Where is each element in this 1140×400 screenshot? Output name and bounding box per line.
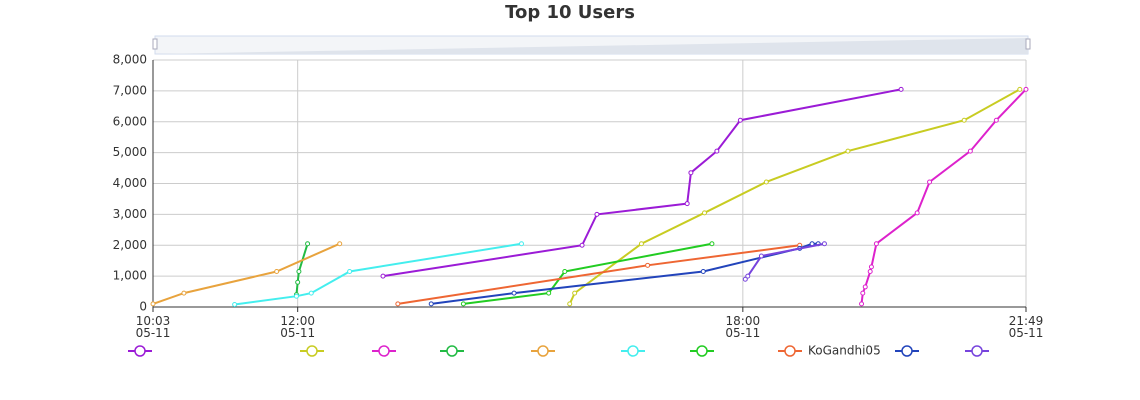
series-line [152,242,341,305]
data-point [898,86,904,92]
data-point [511,290,517,296]
data-point [274,268,280,274]
y-tick-label: 8,000 [113,53,147,67]
slider-handle[interactable] [1025,38,1031,50]
series-line [744,242,825,280]
data-point [562,268,568,274]
data-point [1017,86,1023,92]
data-point [645,262,651,268]
data-point [821,241,827,247]
data-point [700,268,706,274]
data-point [701,210,707,216]
data-point [428,301,434,307]
legend-item[interactable] [690,345,714,357]
legend-item[interactable] [300,345,324,357]
y-tick-label: 7,000 [113,83,147,97]
x-tick-label: 18:00 05-11 [725,314,760,340]
x-tick-label: 21:49 05-11 [1009,314,1044,340]
x-tick-label: 10:03 05-11 [136,314,171,340]
data-point [380,273,386,279]
series-line [295,243,309,295]
data-point [868,264,874,270]
data-point [914,210,920,216]
data-point [961,117,967,123]
legend-item[interactable] [621,345,645,357]
zoom-slider[interactable] [152,35,1031,55]
legend-swatch-marker [784,345,796,357]
data-point [684,201,690,207]
data-point [688,170,694,176]
slider-handle[interactable] [152,38,158,50]
data-point [859,301,865,307]
data-point [546,290,552,296]
legend-swatch-marker [627,345,639,357]
data-point [150,301,156,307]
y-tick-label: 1,000 [113,269,147,283]
legend-swatch-marker [901,345,913,357]
data-point [181,290,187,296]
data-point [763,179,769,185]
series-line [431,242,819,305]
slider-preview [155,38,1028,54]
legend-swatch-marker [696,345,708,357]
data-point [737,117,743,123]
data-point [347,268,353,274]
data-point [1023,86,1029,92]
data-point [714,148,720,154]
legend-swatch-marker [971,345,983,357]
data-point [579,242,585,248]
legend-swatch-marker [306,345,318,357]
y-tick-label: 2,000 [113,238,147,252]
legend-item[interactable] [895,345,919,357]
data-point [293,293,299,299]
data-point [232,302,238,308]
y-tick-label: 3,000 [113,207,147,221]
data-point [867,268,873,274]
data-point [758,253,764,259]
data-point [845,148,851,154]
legend-item[interactable] [965,345,989,357]
legend-swatch-marker [446,345,458,357]
data-point [308,290,314,296]
legend-swatch-marker [537,345,549,357]
legend-item[interactable] [440,345,464,357]
data-point [460,301,466,307]
data-point [638,241,644,247]
y-tick-label: 5,000 [113,145,147,159]
data-point [745,273,751,279]
data-point [709,241,715,247]
data-point [296,268,302,274]
legend-swatch-marker [378,345,390,357]
data-point [862,284,868,290]
chart-title: Top 10 Users [505,2,635,23]
y-tick-label: 0 [139,300,147,314]
data-point [572,290,578,296]
legend-item[interactable] [128,345,152,357]
data-point [742,276,748,282]
x-tick-label: 12:00 05-11 [280,314,315,340]
data-point [860,290,866,296]
series-line [463,242,713,305]
legend-item[interactable] [372,345,396,357]
data-point [518,241,524,247]
legend-label: KoGandhi05 [808,344,881,358]
data-point [295,279,301,285]
data-point [927,179,933,185]
series-line [382,88,902,278]
data-point [567,301,573,307]
data-point [993,117,999,123]
data-point [337,241,343,247]
data-point [594,211,600,217]
legend-item[interactable] [531,345,555,357]
y-tick-label: 4,000 [113,176,147,190]
data-point [395,301,401,307]
series-line [234,242,522,306]
data-point [873,241,879,247]
legend-swatch-marker [134,345,146,357]
y-tick-label: 6,000 [113,114,147,128]
legend-item[interactable]: KoGandhi05 [778,344,881,358]
data-point [305,241,311,247]
data-point [967,148,973,154]
